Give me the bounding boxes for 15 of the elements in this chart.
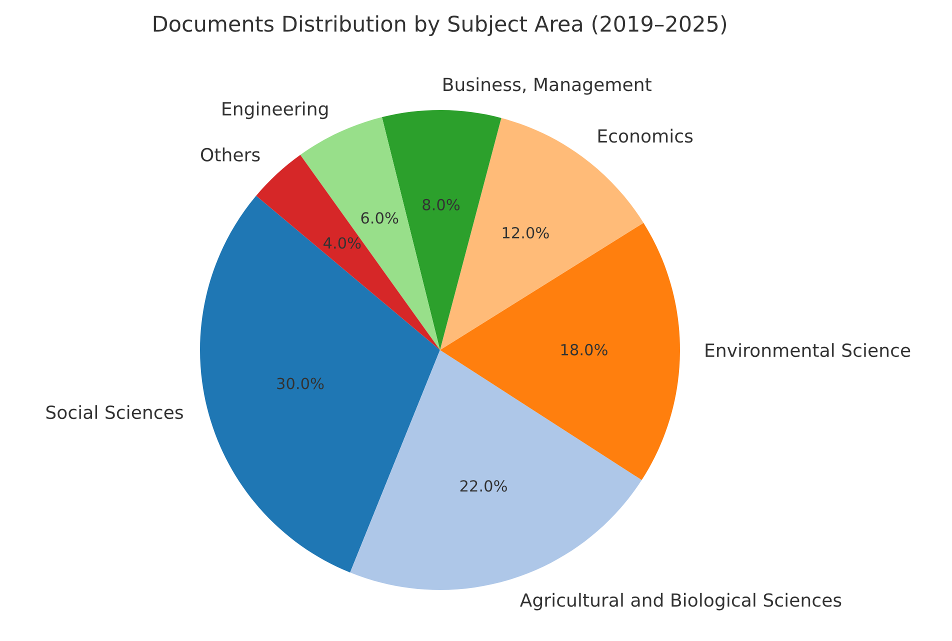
- slice-label: Environmental Science: [706, 343, 910, 358]
- data-label: 12.0%: [502, 226, 549, 239]
- data-label: 18.0%: [561, 344, 608, 356]
- chart-title: Documents Distribution by Subject Area (2019–2025): [154, 15, 726, 36]
- data-label: 4.0%: [324, 237, 361, 249]
- data-label: 8.0%: [422, 198, 460, 210]
- slice-label: Engineering: [222, 102, 328, 120]
- data-label: 6.0%: [361, 212, 398, 224]
- slice-label: Economics: [598, 128, 693, 143]
- slice-label: Agricultural and Biological Sciences: [520, 592, 842, 610]
- data-label: 22.0%: [460, 480, 507, 492]
- slice-label: Business, Management: [444, 77, 652, 95]
- data-label: 30.0%: [277, 378, 324, 390]
- slice-label: Social Sciences: [46, 405, 183, 420]
- slice-label: Others: [200, 148, 260, 162]
